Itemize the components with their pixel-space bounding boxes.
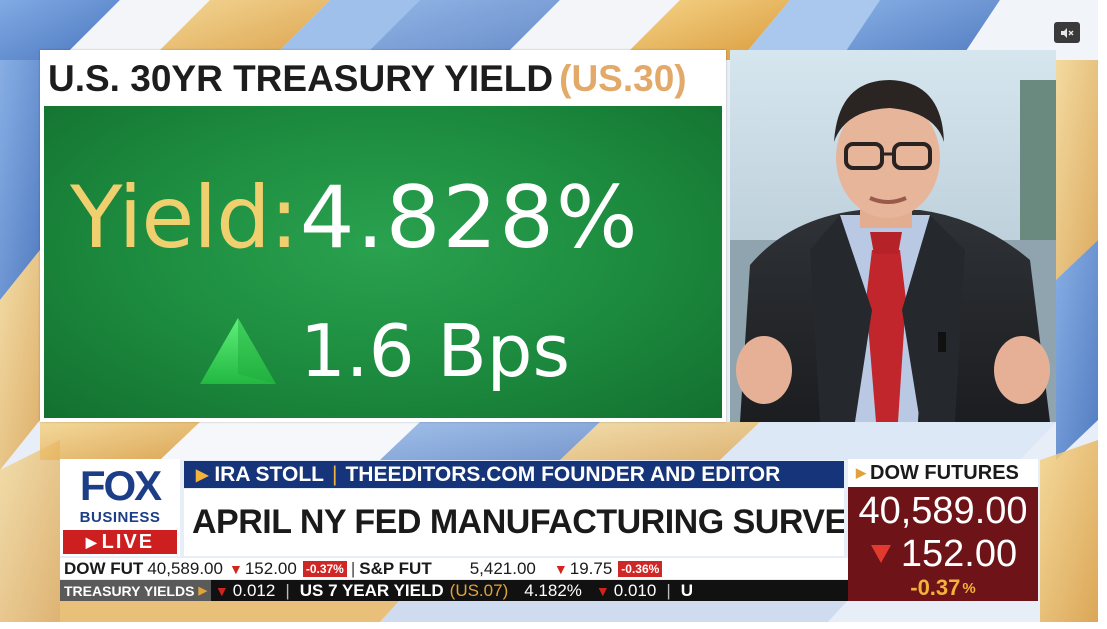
- dow-futures-change-row: 152.00: [848, 533, 1038, 575]
- headline-text: APRIL NY FED MANUFACTURING SURVEY: -8.1: [192, 503, 844, 541]
- dow-futures-change: 152.00: [900, 532, 1018, 575]
- graphic-symbol: (US.30): [559, 58, 687, 99]
- down-arrow-icon: ▼: [595, 582, 610, 599]
- mute-button[interactable]: [1054, 22, 1080, 43]
- speaker-muted-icon: [1061, 27, 1074, 38]
- guest-image: [730, 50, 1056, 422]
- dow-futures-percent-row: -0.37 %: [848, 575, 1038, 601]
- name-separator: |: [331, 462, 338, 486]
- live-text: LIVE: [101, 530, 155, 553]
- yield-row: Yield: 4.828%: [70, 168, 640, 278]
- graphic-panel: Yield: 4.828% 1.6 Bps: [44, 106, 722, 418]
- ticker-item-change: 152.00: [244, 558, 297, 578]
- guest-title: THEEDITORS.COM FOUNDER AND EDITOR: [345, 462, 781, 486]
- ticker-category: TREASURY YIELDS ▶: [60, 580, 211, 601]
- dow-futures-box: ▶ DOW FUTURES 40,589.00 152.00 -0.37 %: [848, 459, 1038, 601]
- category-play-icon: ▶: [198, 585, 207, 597]
- ticker-item-value: 5,421.00: [469, 558, 536, 578]
- ticker-item-name: S&P FUT: [359, 558, 432, 578]
- name-play-icon: ▶: [196, 466, 209, 484]
- ticker-separator: |: [285, 580, 290, 600]
- ticker-item-change: 19.75: [569, 558, 613, 578]
- graphic-title: U.S. 30YR TREASURY YIELD (US.30): [48, 55, 687, 103]
- change-row: 1.6 Bps: [198, 306, 570, 396]
- guest-name: IRA STOLL: [214, 462, 324, 486]
- graphic-title-text: U.S. 30YR TREASURY YIELD: [48, 58, 554, 99]
- ticker-item-change: 0.010: [613, 580, 657, 600]
- treasury-ticker: TREASURY YIELDS ▶ ▼ 0.012 | US 7 YEAR YI…: [60, 580, 848, 601]
- down-arrow-icon: ▼: [228, 560, 243, 577]
- logo-business-text: BUSINESS: [79, 509, 161, 526]
- ticker-category-label: TREASURY YIELDS: [64, 582, 195, 599]
- live-badge: ▶ LIVE: [63, 530, 177, 554]
- logo-fox-text: FOX: [79, 462, 162, 509]
- ticker-lead-change: 0.012: [232, 580, 276, 600]
- ticker-item-name: DOW FUT: [64, 558, 144, 578]
- yield-label: Yield:: [70, 168, 299, 268]
- up-triangle-icon: [200, 318, 276, 384]
- ticker-item-value: 4.182%: [524, 580, 582, 600]
- headline-bar: APRIL NY FED MANUFACTURING SURVEY: -8.1: [184, 489, 844, 556]
- live-play-icon: ▶: [85, 533, 99, 550]
- ticker-item-percent: -0.37%: [302, 560, 347, 577]
- change-value: 1.6 Bps: [300, 309, 570, 393]
- dow-futures-value: 40,589.00: [858, 490, 1028, 532]
- ticker-item-symbol: (US.07): [449, 580, 509, 600]
- guest-name-bar: ▶ IRA STOLL | THEEDITORS.COM FOUNDER AND…: [184, 461, 844, 488]
- ticker-separator: |: [666, 580, 671, 600]
- ticker-trail: U: [680, 580, 694, 600]
- ticker-item-name: US 7 YEAR YIELD: [299, 580, 444, 600]
- ticker-item-percent: -0.36%: [618, 560, 663, 577]
- down-arrow-icon: ▼: [553, 560, 568, 577]
- treasury-yield-graphic: U.S. 30YR TREASURY YIELD (US.30) Yield: …: [40, 50, 726, 422]
- dow-futures-label: DOW FUTURES: [870, 461, 1019, 484]
- yield-value: 4.828%: [299, 168, 640, 268]
- ticker-item-value: 40,589.00: [147, 558, 223, 578]
- ticker-separator: |: [350, 558, 356, 578]
- down-arrow-icon: ▼: [214, 582, 229, 599]
- dow-futures-header: ▶ DOW FUTURES: [848, 459, 1038, 487]
- dow-play-icon: ▶: [856, 465, 866, 480]
- dow-futures-percent-unit: %: [962, 579, 976, 597]
- market-ticker: DOW FUT 40,589.00 ▼ 152.00 -0.37% | S&P …: [60, 558, 848, 579]
- guest-video: [730, 50, 1056, 422]
- dow-futures-percent: -0.37: [910, 575, 961, 600]
- network-logo: FOX BUSINESS ▶ LIVE: [60, 459, 180, 556]
- down-triangle-icon: [870, 545, 891, 563]
